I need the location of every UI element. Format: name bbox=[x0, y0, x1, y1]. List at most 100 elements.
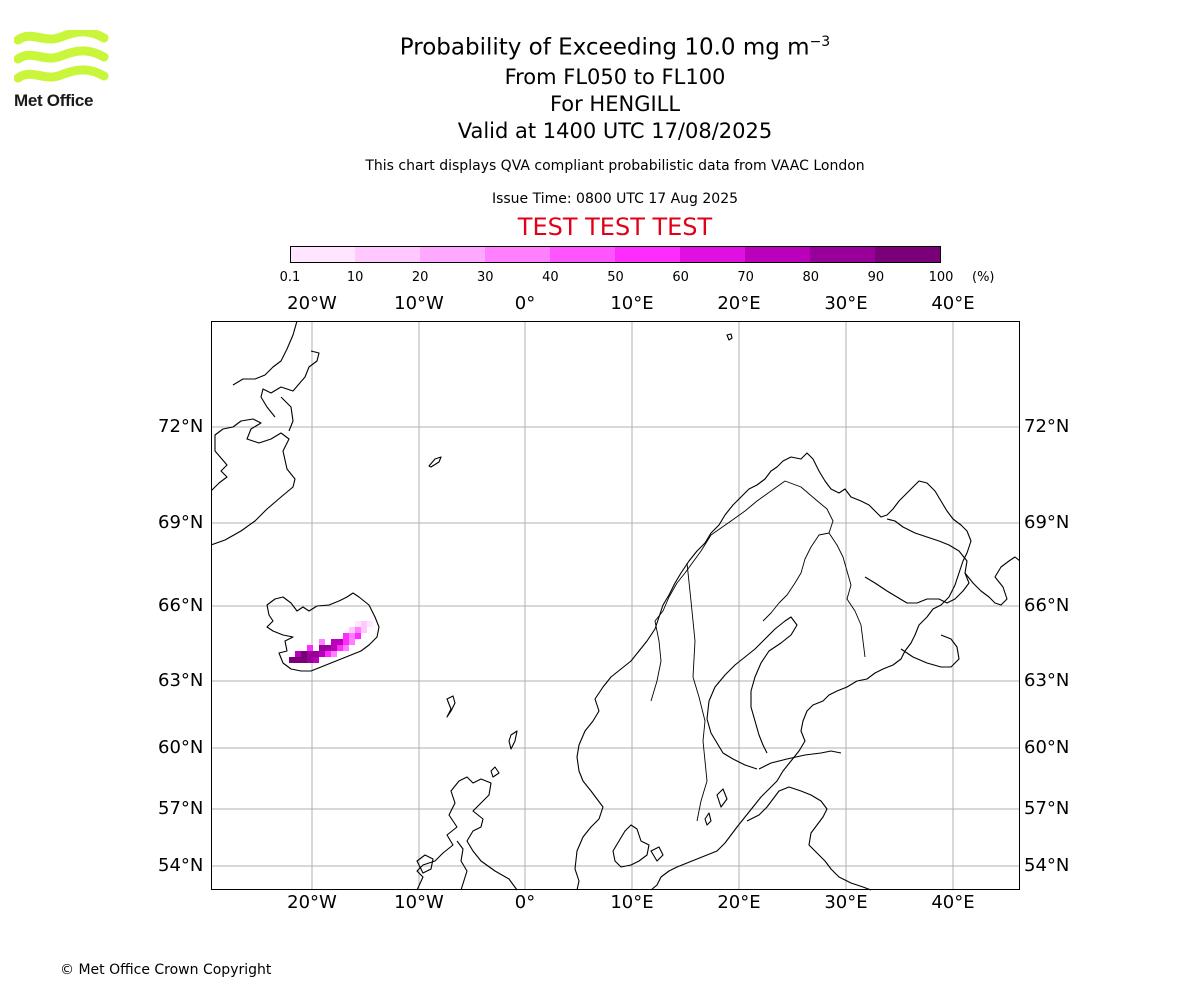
latitude-label: 66°N bbox=[158, 595, 204, 616]
plume-cell bbox=[349, 639, 355, 645]
test-banner: TEST TEST TEST bbox=[517, 213, 713, 241]
plume-cell bbox=[349, 627, 355, 633]
plume-cell bbox=[313, 651, 319, 657]
coastline-kola bbox=[864, 518, 970, 604]
colorbar-tick-label: 20 bbox=[411, 270, 429, 285]
longitude-label: 10°W bbox=[394, 892, 444, 913]
colorbar-tick-label: 30 bbox=[477, 270, 494, 285]
met-office-logo-text: Met Office bbox=[14, 91, 94, 110]
plume-cell bbox=[301, 657, 307, 663]
chart-description: This chart displays QVA compliant probab… bbox=[365, 158, 865, 174]
coastline-gotland bbox=[704, 788, 728, 826]
latitude-label: 63°N bbox=[1024, 670, 1070, 691]
longitude-label: 20°W bbox=[287, 293, 337, 314]
plume-cell bbox=[355, 621, 361, 627]
colorbar-segment bbox=[810, 247, 875, 262]
plume-cell bbox=[319, 645, 325, 651]
colorbar-tick-label: 60 bbox=[672, 270, 689, 285]
colorbar-segment bbox=[485, 247, 550, 262]
latitude-label: 69°N bbox=[158, 512, 204, 533]
colorbar-segment bbox=[550, 247, 615, 262]
plume-cell bbox=[331, 645, 337, 651]
coastline-faroes bbox=[446, 695, 456, 718]
colorbar-segment bbox=[615, 247, 680, 262]
plume-cell bbox=[331, 651, 337, 657]
plume-cell bbox=[289, 657, 295, 663]
plume-cell bbox=[313, 657, 319, 663]
plume-cell bbox=[295, 657, 301, 663]
colorbar-tick-label: 80 bbox=[802, 270, 820, 285]
copyright: © Met Office Crown Copyright bbox=[60, 962, 272, 978]
latitude-label: 63°N bbox=[158, 670, 204, 691]
title-line-3: For HENGILL bbox=[549, 91, 681, 116]
longitude-label: 30°E bbox=[824, 293, 868, 314]
colorbar-segment bbox=[291, 247, 355, 262]
met-office-waves-icon bbox=[13, 27, 109, 83]
longitude-label: 10°E bbox=[610, 293, 654, 314]
plume-cell bbox=[343, 633, 349, 639]
colorbar-tick-label: 100 bbox=[928, 270, 954, 285]
plume-cell bbox=[343, 645, 349, 651]
plume-cell bbox=[355, 627, 361, 633]
longitude-label: 0° bbox=[514, 293, 536, 314]
colorbar-tick-label: 90 bbox=[867, 270, 885, 285]
plume-cell bbox=[337, 645, 343, 651]
latitude-label: 60°N bbox=[158, 737, 204, 758]
plume-cell bbox=[361, 621, 367, 627]
plume-cell bbox=[307, 645, 313, 651]
ash-probability-plume bbox=[289, 621, 373, 663]
latitude-label: 66°N bbox=[1024, 595, 1070, 616]
colorbar-segment bbox=[420, 247, 485, 262]
colorbar-tick-label: 0.1 bbox=[279, 270, 301, 285]
latitude-label: 72°N bbox=[1024, 416, 1070, 437]
plume-cell bbox=[307, 657, 313, 663]
probability-colorbar bbox=[290, 246, 941, 263]
plume-cell bbox=[367, 621, 373, 627]
coastline-great-britain bbox=[416, 776, 518, 891]
colorbar-unit: (%) bbox=[972, 270, 995, 285]
latitude-label: 72°N bbox=[158, 416, 204, 437]
map-panel bbox=[211, 321, 1020, 891]
plume-cell bbox=[301, 651, 307, 657]
coastlines bbox=[211, 321, 1020, 891]
latitude-label: 57°N bbox=[158, 798, 204, 819]
plume-cell bbox=[343, 639, 349, 645]
latitude-label: 60°N bbox=[1024, 737, 1070, 758]
coastline-shetland bbox=[490, 730, 518, 778]
graticule bbox=[212, 322, 1019, 889]
longitude-label: 20°E bbox=[717, 892, 761, 913]
colorbar-tick-label: 10 bbox=[346, 270, 364, 285]
colorbar-segment bbox=[745, 247, 810, 262]
coastline-jan-mayen bbox=[428, 456, 442, 468]
borders bbox=[650, 480, 866, 822]
title-line-1: Probability of Exceeding 10.0 mg m−3 bbox=[399, 34, 831, 61]
plume-cell bbox=[319, 651, 325, 657]
latitude-label: 54°N bbox=[1024, 855, 1070, 876]
plume-cell bbox=[331, 639, 337, 645]
coastline-denmark bbox=[612, 824, 664, 868]
plume-cell bbox=[355, 633, 361, 639]
plume-cell bbox=[319, 639, 325, 645]
chart-title: Probability of Exceeding 10.0 mg m−3 Fro… bbox=[300, 26, 930, 145]
plume-cell bbox=[295, 651, 301, 657]
longitude-label: 30°E bbox=[824, 892, 868, 913]
longitude-label: 40°E bbox=[931, 293, 975, 314]
colorbar-segment bbox=[875, 247, 940, 262]
plume-cell bbox=[307, 651, 313, 657]
plume-cell bbox=[337, 639, 343, 645]
title-line-4: Valid at 1400 UTC 17/08/2025 bbox=[457, 118, 773, 143]
coastline-greenland bbox=[211, 321, 298, 546]
longitude-label: 40°E bbox=[931, 892, 975, 913]
longitude-label: 0° bbox=[514, 892, 536, 913]
plume-cell bbox=[361, 627, 367, 633]
met-office-logo: Met Office bbox=[13, 27, 109, 112]
coastline-baltic bbox=[746, 786, 872, 891]
issue-time: Issue Time: 0800 UTC 17 Aug 2025 bbox=[491, 191, 739, 207]
plume-cell bbox=[325, 645, 331, 651]
latitude-label: 57°N bbox=[1024, 798, 1070, 819]
coastline-iceland bbox=[266, 592, 380, 672]
plume-cell bbox=[349, 633, 355, 639]
title-unit-exponent: −3 bbox=[809, 34, 831, 50]
colorbar-tick-label: 70 bbox=[737, 270, 754, 285]
plume-cell bbox=[325, 651, 331, 657]
